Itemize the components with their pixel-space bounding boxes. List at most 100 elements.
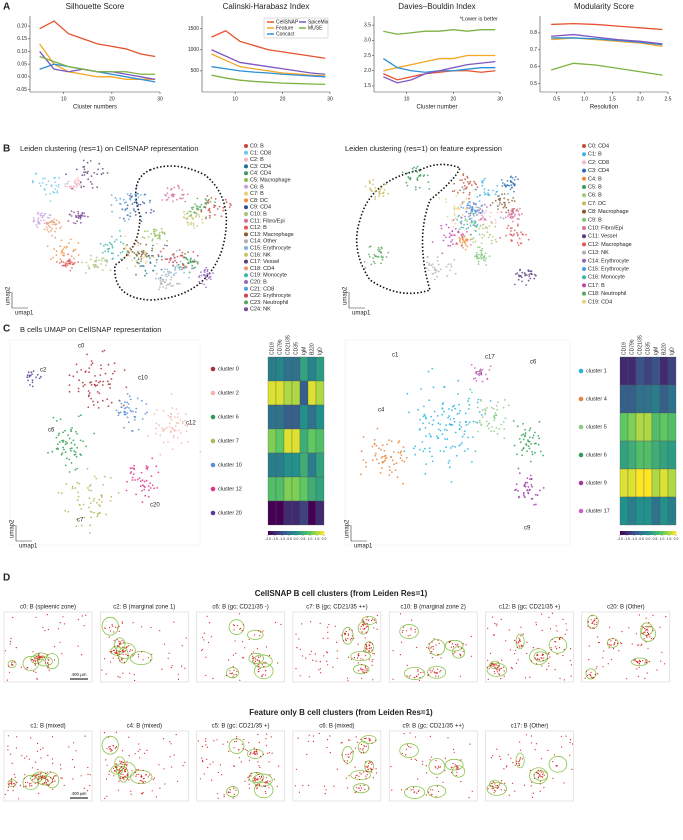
tissue-contour (248, 652, 264, 664)
cell-dot (138, 743, 140, 745)
cell-dot (659, 626, 661, 628)
colorbar-step (322, 531, 325, 535)
x-tick-label: 2.5 (665, 96, 672, 102)
cell-dot (487, 678, 489, 680)
umap-point (137, 241, 140, 244)
cell-dot (518, 761, 520, 763)
cell-dot (116, 650, 118, 652)
umap-point (50, 185, 53, 188)
umap-point (168, 426, 171, 428)
umap-point (453, 182, 455, 185)
umap-point (220, 215, 223, 218)
umap-point (480, 373, 483, 376)
umap-point (491, 222, 494, 225)
legend-label: C11: Vessel (588, 234, 617, 240)
cell-dot (515, 662, 518, 664)
umap-point (463, 433, 466, 435)
umap-point (52, 191, 54, 193)
cell-dot (437, 765, 440, 767)
cell-dot (353, 657, 355, 659)
cell-dot (130, 793, 132, 795)
cell-dot (410, 789, 412, 791)
umap-point (529, 427, 532, 430)
umap-point (483, 191, 486, 194)
umap-point (478, 374, 481, 377)
cell-dot (522, 633, 524, 635)
umap-point (203, 271, 206, 273)
umap-point (150, 208, 153, 211)
umap-point (131, 476, 134, 479)
umap-point (528, 273, 531, 276)
highlight-outline (355, 163, 462, 295)
cell-dot (83, 787, 85, 789)
colorbar-step (292, 531, 295, 535)
cell-dot (539, 774, 541, 776)
cell-dot (362, 669, 364, 671)
umap-point (120, 406, 123, 408)
umap-point (136, 202, 138, 205)
cell-dot (493, 670, 495, 672)
cell-dot (232, 654, 234, 656)
cell-dot (361, 664, 363, 666)
cell-dot (46, 778, 48, 780)
cell-dot (118, 780, 120, 782)
umap-point (448, 415, 450, 417)
umap-point (99, 380, 102, 383)
umap-point (477, 372, 480, 375)
cell-dot (38, 653, 40, 655)
umap-point (153, 232, 156, 235)
cell-dot (43, 660, 45, 662)
cell-dot (362, 748, 364, 750)
cell-dot (255, 785, 257, 787)
heatmap-cell (667, 356, 677, 386)
umap-point (481, 416, 484, 418)
cell-dot (327, 664, 329, 666)
cell-dot (444, 757, 446, 759)
umap-point (224, 198, 227, 201)
umap-point (403, 450, 406, 453)
umap-point (363, 261, 366, 263)
umap-point (169, 259, 172, 261)
cell-dot (362, 628, 364, 630)
heatmap-cell (667, 440, 677, 470)
umap-point (375, 189, 378, 192)
umap-point (459, 238, 462, 240)
cluster-tag: c4 (378, 408, 385, 414)
umap-point (81, 212, 84, 214)
cell-dot (370, 647, 372, 649)
umap-point (466, 204, 468, 207)
cell-dot (541, 654, 543, 656)
umap-point (516, 224, 519, 227)
cell-dot (638, 666, 640, 668)
tissue-contour (427, 784, 447, 798)
cell-dot (365, 770, 367, 772)
umap-point (182, 194, 185, 196)
umap-point (158, 424, 160, 427)
umap-point (464, 218, 467, 221)
cell-dot (254, 658, 256, 660)
umap-point (91, 187, 94, 189)
umap-point (120, 241, 122, 244)
cell-dot (68, 746, 70, 748)
umap-point (145, 243, 148, 246)
heatmap-cell (619, 356, 629, 386)
umap-point (414, 445, 417, 448)
colorbar-step (630, 531, 633, 535)
cell-dot (261, 664, 263, 666)
umap-point (51, 227, 53, 230)
cell-dot (366, 631, 368, 633)
cell-dot (37, 658, 39, 660)
umap-point (456, 191, 459, 194)
legend-dot (244, 144, 248, 148)
umap-point (395, 462, 398, 465)
umap-point (188, 271, 191, 274)
cell-dot (402, 629, 404, 632)
umap-point (86, 172, 89, 175)
cell-dot (633, 660, 635, 662)
umap-point (383, 183, 386, 186)
umap-point (158, 231, 161, 234)
cell-dot (128, 645, 130, 647)
umap-point (459, 409, 461, 412)
cell-dot (541, 657, 543, 659)
cell-dot (422, 671, 424, 673)
